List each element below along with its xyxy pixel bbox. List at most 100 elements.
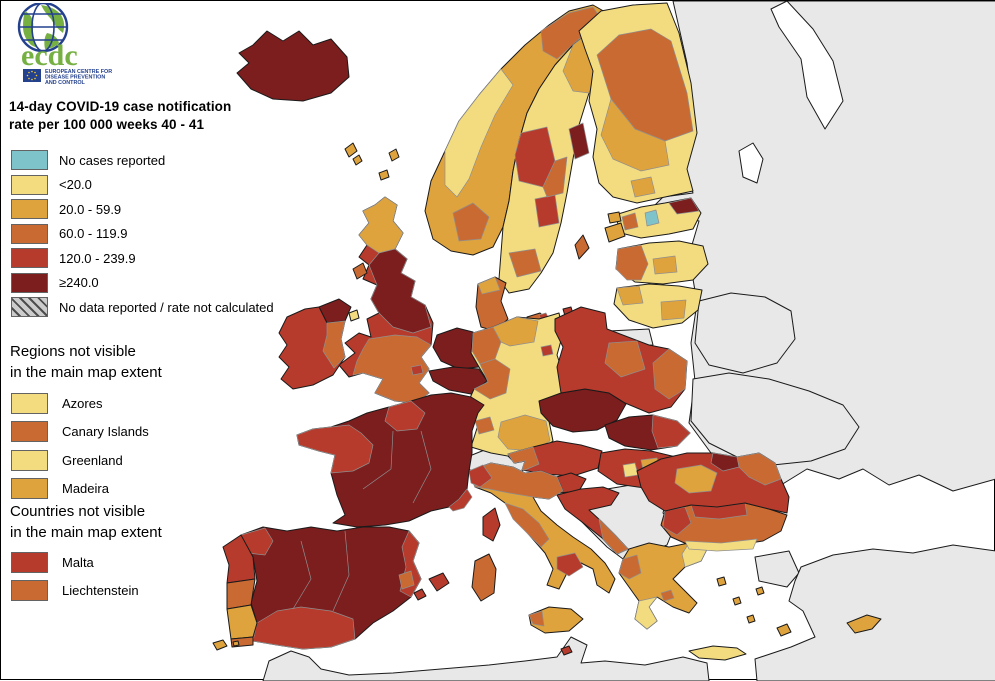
region-key-swatch-r60_119 [11,421,48,443]
map-region-ireland-east [322,320,346,369]
map-region-croatia-south [598,518,629,555]
map-region-campania [556,552,584,577]
map-region-lake-ladoga [738,142,764,184]
map-region-belarus [694,292,796,374]
map-region-sweden-red-south [534,194,560,228]
map-region-isle-of-man [348,309,360,322]
map-region-norway-coast [444,68,514,198]
legend-row: 120.0 - 239.9 [11,246,274,271]
legend-row: 20.0 - 59.9 [11,197,274,222]
map-region-portugal-south [226,604,258,640]
map-region-white-sea [770,1,844,130]
countries-heading-line-2: in the main map extent [10,524,162,541]
region-key-swatch-r20_59 [11,478,48,500]
org-line-1: EUROPEAN CENTRE FOR [45,69,112,75]
map-region-sardinia [471,553,497,602]
map-region-slovakia-east [651,414,691,449]
map-region-denmark-north [477,276,501,295]
legend-swatch-lt20 [11,174,48,195]
legend-label: 60.0 - 119.9 [59,226,128,242]
country-key-label: Liechtenstein [62,583,139,599]
map-region-piedmont [468,464,493,488]
map-region-corsica [482,507,501,542]
country-key-row: Liechtenstein [11,577,139,606]
legend-label: 120.0 - 239.9 [59,250,136,266]
map-region-north-england [368,248,432,334]
map-region-lithuania-west [616,285,644,306]
country-key-swatch-r60_119 [11,580,48,602]
map-region-portugal-center [226,578,256,610]
region-key-label: Canary Islands [62,424,149,440]
countries-not-visible-heading: Countries not visible in the main map ex… [10,501,162,543]
map-region-malta [560,645,573,656]
map-region-peloponnese [634,596,658,630]
map-region-poland-central [604,340,646,378]
map-region-estonia-northeast [668,197,700,215]
country-key-label: Malta [62,554,94,570]
legend-label: No data reported / rate not calculated [59,299,274,315]
map-region-spain-inner-line-1 [292,540,312,610]
legend-label: No cases reported [59,152,166,168]
map-region-romania-center [674,464,718,494]
map-region-italy-center-coast [504,502,550,548]
map-region-sweden-orange-mid [542,156,568,198]
regions-heading-line-2: in the main map extent [10,364,162,381]
rate-legend: No cases reported <20.0 20.0 - 59.9 60.0 - … [11,148,274,320]
map-region-orkney [378,169,390,181]
map-region-austria-west [507,446,540,471]
map-title-line-2: rate per 100 000 weeks 40 - 41 [9,117,205,132]
map-region-turkey-thrace [754,550,800,588]
map-region-sweden-coast-darkred [568,122,590,160]
map-region-attica [660,589,675,602]
region-key-row: Canary Islands [11,418,149,447]
map-region-france-southeast [448,488,473,512]
legend-row: No data reported / rate not calculated [11,295,274,320]
map-region-madeira-islet [232,640,240,647]
map-region-faroe-1 [344,142,358,158]
region-key-swatch-lt20 [11,449,48,471]
region-key-label: Greenland [62,452,123,468]
map-region-ukraine [690,372,860,466]
region-key-label: Madeira [62,481,109,497]
region-key-label: Azores [62,395,103,411]
map-region-france-north [384,400,426,432]
legend-label: <20.0 [59,177,92,193]
map-region-latvia-mid [652,255,678,275]
region-key-row: Azores [11,389,149,418]
legend-swatch-no_data [11,297,48,318]
map-region-ibiza [413,588,427,601]
map-region-poland-east [652,348,688,400]
map-region-aegean-1 [716,576,727,587]
map-region-shetland [388,148,400,162]
map-region-hungary-yellow [622,462,639,478]
map-region-aegean-3 [746,614,756,624]
legend-swatch-r60_119 [11,223,48,244]
map-region-germany-west [473,358,511,400]
map-region-mallorca [428,572,450,592]
map-region-gotland [574,234,590,260]
map-region-france-inner-line-1 [362,430,394,490]
map-region-norway-south [452,202,490,242]
map-title-line-1: 14-day COVID-19 case notification [9,99,232,114]
org-line-3: AND CONTROL [45,80,86,86]
map-region-north-africa [262,636,710,681]
map-region-aegean-4 [755,586,765,596]
map-region-finland-mid [600,98,670,172]
map-region-france-inner-line-2 [412,430,432,504]
map-region-romania-east [736,452,782,486]
map-region-greece-west [618,554,642,580]
map-region-latvia-west [615,244,649,281]
map-title: 14-day COVID-19 case notification rate p… [9,98,231,134]
map-region-italy-north [468,462,564,500]
region-key-row: Madeira [11,475,149,504]
countries-heading-line-1: Countries not visible [10,503,146,520]
map-region-france-west [296,424,374,474]
map-region-cyprus [846,614,882,634]
regions-heading-line-1: Regions not visible [10,343,136,360]
legend-row: No cases reported [11,148,274,173]
map-region-lithuania-east [660,299,687,321]
legend-label: ≥240.0 [59,275,99,291]
globe-icon [17,1,69,53]
map-region-sicily-west [528,610,545,627]
